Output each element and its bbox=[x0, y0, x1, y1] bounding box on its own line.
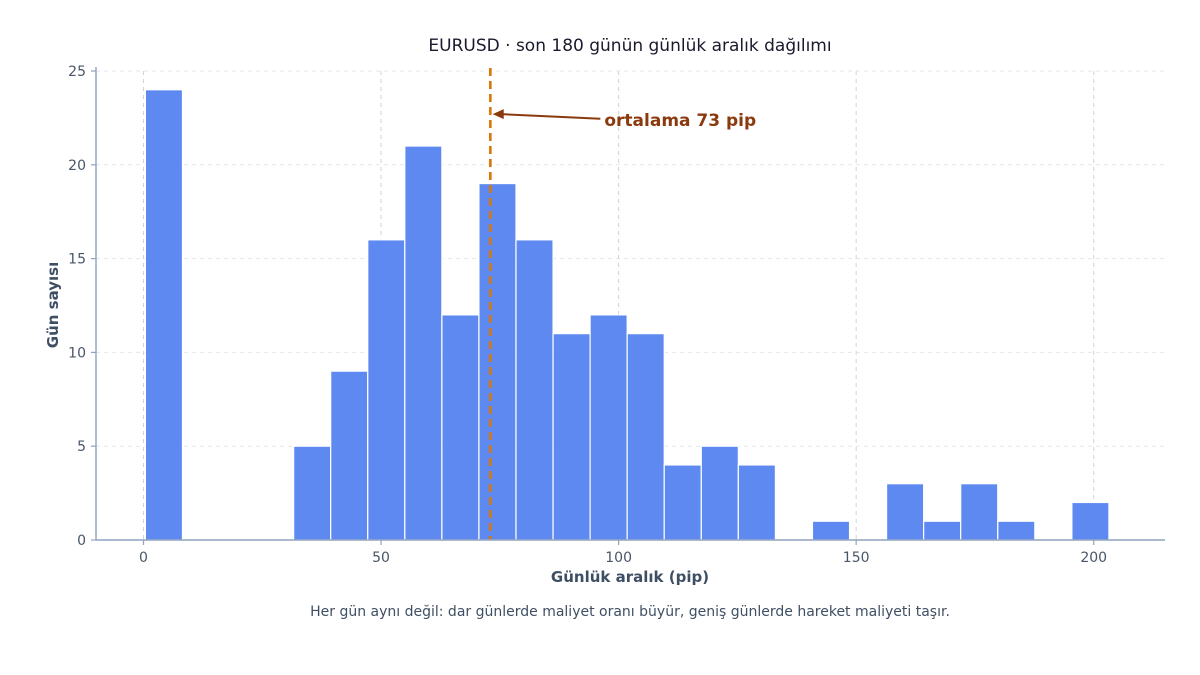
y-tick-label: 25 bbox=[68, 64, 86, 80]
histogram-bar bbox=[478, 182, 517, 541]
histogram-bar bbox=[515, 239, 554, 541]
histogram-bar bbox=[441, 314, 480, 541]
x-tick-label: 50 bbox=[372, 550, 390, 566]
y-tick-label: 0 bbox=[77, 533, 86, 549]
histogram-bar bbox=[811, 520, 851, 541]
histogram-bars bbox=[144, 89, 1110, 541]
histogram-bar bbox=[293, 445, 332, 541]
axes bbox=[95, 67, 1165, 541]
histogram-bar bbox=[144, 89, 184, 541]
y-tick-label: 15 bbox=[68, 252, 86, 268]
histogram-bar bbox=[1071, 501, 1110, 541]
x-tick-label: 200 bbox=[1080, 550, 1107, 566]
histogram-bar bbox=[404, 145, 443, 541]
x-tick-label: 100 bbox=[605, 550, 632, 566]
histogram-bar bbox=[700, 445, 739, 541]
chart-caption: Her gün aynı değil: dar günlerde maliyet… bbox=[310, 604, 950, 620]
mean-annotation-label: ortalama 73 pip bbox=[604, 111, 756, 131]
histogram-bar bbox=[330, 370, 369, 541]
histogram-bar bbox=[626, 333, 665, 541]
histogram-bar bbox=[885, 483, 925, 541]
x-axis-label: Günlük aralık (pip) bbox=[551, 568, 709, 586]
histogram-bar bbox=[737, 464, 777, 541]
histogram-bar bbox=[552, 333, 591, 541]
tick-labels: 0 50 100 150 200 0 5 10 15 20 25 bbox=[68, 64, 1107, 566]
histogram-bar bbox=[923, 520, 962, 541]
y-axis-label: Gün sayısı bbox=[44, 262, 62, 348]
x-tick-label: 0 bbox=[139, 550, 148, 566]
annotation-arrowhead bbox=[492, 109, 504, 120]
histogram-bar bbox=[589, 314, 628, 541]
y-tick-label: 10 bbox=[68, 345, 86, 361]
y-tick-label: 5 bbox=[77, 439, 86, 455]
x-tick-label: 150 bbox=[843, 550, 870, 566]
histogram-bar bbox=[960, 483, 999, 541]
y-tick-label: 20 bbox=[68, 158, 86, 174]
annotation-arrow bbox=[501, 113, 601, 120]
chart-title: EURUSD · son 180 günün günlük aralık dağ… bbox=[428, 36, 831, 56]
histogram-bar bbox=[997, 520, 1036, 541]
histogram-bar bbox=[663, 464, 702, 541]
mean-marker: ortalama 73 pip bbox=[489, 68, 756, 540]
histogram-bar bbox=[367, 239, 406, 541]
